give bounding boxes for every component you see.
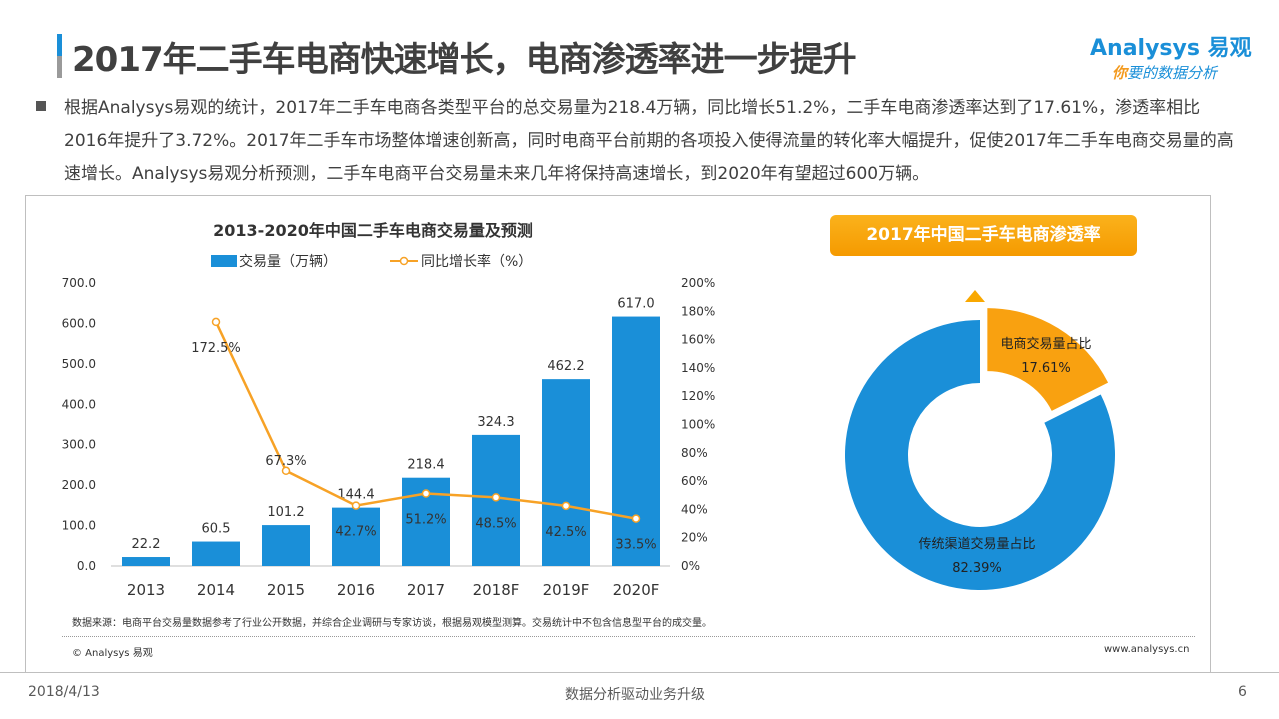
y2-tick-label: 180% [681, 304, 715, 318]
bar-value-label: 60.5 [202, 522, 231, 537]
donut-slice [844, 320, 1115, 590]
slice-label: 传统渠道交易量占比 [918, 536, 1035, 552]
y2-tick-label: 20% [681, 531, 708, 545]
slice-value: 17.61% [1021, 361, 1071, 376]
y2-tick-label: 140% [681, 361, 715, 375]
growth-label: 67.3% [265, 454, 306, 469]
x-tick-label: 2017 [407, 581, 445, 599]
bar-value-label: 617.0 [617, 297, 654, 312]
bar [332, 507, 380, 566]
data-source: 数据来源：电商平台交易量数据参考了行业公开数据，并综合企业调研与专家访谈，根据易… [72, 618, 712, 629]
legend-bar-swatch [211, 255, 237, 267]
x-tick-label: 2019F [543, 581, 590, 599]
x-tick-label: 2015 [267, 581, 305, 599]
y-tick-label: 300.0 [62, 438, 96, 452]
footer-divider [0, 672, 1279, 673]
growth-point [631, 514, 641, 523]
legend-line-label: 同比增长率（%） [421, 253, 532, 270]
y2-tick-label: 100% [681, 418, 715, 432]
bar-value-label: 462.2 [547, 359, 584, 374]
bullet-icon [36, 101, 46, 111]
growth-label: 172.5% [191, 341, 241, 356]
summary-text: 根据Analysys易观的统计，2017年二手车电商各类型平台的总交易量为218… [64, 98, 1234, 184]
x-tick-label: 2014 [197, 581, 235, 599]
growth-label: 42.5% [545, 525, 586, 540]
x-tick-label: 2016 [337, 581, 375, 599]
y2-tick-label: 40% [681, 502, 708, 516]
y-tick-label: 700.0 [62, 276, 96, 290]
y-tick-label: 0.0 [77, 559, 96, 573]
bar-value-label: 22.2 [132, 537, 161, 552]
growth-label: 33.5% [615, 538, 656, 553]
growth-point [211, 317, 221, 327]
footer-tagline: 数据分析驱动业务升级 [565, 687, 705, 703]
y-tick-label: 600.0 [62, 316, 96, 330]
bar [122, 557, 170, 566]
y2-tick-label: 80% [681, 446, 708, 460]
bar-value-label: 144.4 [337, 488, 374, 503]
y2-tick-label: 120% [681, 389, 715, 403]
bar-chart-title: 2013-2020年中国二手车电商交易量及预测 [213, 221, 533, 240]
growth-label: 42.7% [335, 525, 376, 540]
copyright: © Analysys 易观 [72, 648, 153, 659]
bar-value-label: 218.4 [407, 458, 444, 473]
y-tick-label: 200.0 [62, 478, 96, 492]
x-tick-label: 2020F [613, 581, 660, 599]
growth-label: 48.5% [475, 516, 516, 531]
x-tick-label: 2018F [473, 581, 520, 599]
slice-value: 82.39% [952, 561, 1002, 576]
y2-tick-label: 200% [681, 276, 715, 290]
growth-point [421, 489, 431, 498]
growth-point [281, 466, 291, 476]
bar [262, 525, 310, 566]
page-title: 2017年二手车电商快速增长，电商渗透率进一步提升 [72, 40, 857, 80]
growth-point [561, 501, 571, 511]
bar-value-label: 324.3 [477, 415, 514, 430]
growth-label: 51.2% [405, 513, 446, 528]
y-tick-label: 100.0 [62, 519, 96, 533]
divider [62, 636, 1195, 637]
title-accent-bar [57, 34, 62, 78]
legend-line-marker [399, 256, 409, 266]
page-number: 6 [1238, 684, 1247, 700]
bar [612, 316, 660, 566]
analysys-logo: Analysys 易观 [1090, 36, 1252, 61]
slice-label: 电商交易量占比 [1000, 336, 1091, 352]
y2-tick-label: 0% [681, 559, 700, 573]
growth-point [351, 501, 361, 510]
y-tick-label: 400.0 [62, 397, 96, 411]
growth-point [491, 493, 501, 502]
donut-title: 2017年中国二手车电商渗透率 [830, 215, 1137, 256]
bar [192, 541, 240, 566]
footer-date: 2018/4/13 [28, 684, 100, 700]
y2-tick-label: 160% [681, 333, 715, 347]
x-tick-label: 2013 [127, 581, 165, 599]
triangle-marker-icon [965, 290, 985, 302]
legend-bar-label: 交易量（万辆） [239, 253, 337, 270]
website-link[interactable]: www.analysys.cn [1104, 644, 1190, 655]
bar [542, 379, 590, 566]
donut-slice [987, 308, 1109, 411]
logo-slogan: 你要的数据分析 [1112, 64, 1218, 82]
bar-value-label: 101.2 [267, 505, 304, 520]
y2-tick-label: 60% [681, 474, 708, 488]
y-tick-label: 500.0 [62, 357, 96, 371]
